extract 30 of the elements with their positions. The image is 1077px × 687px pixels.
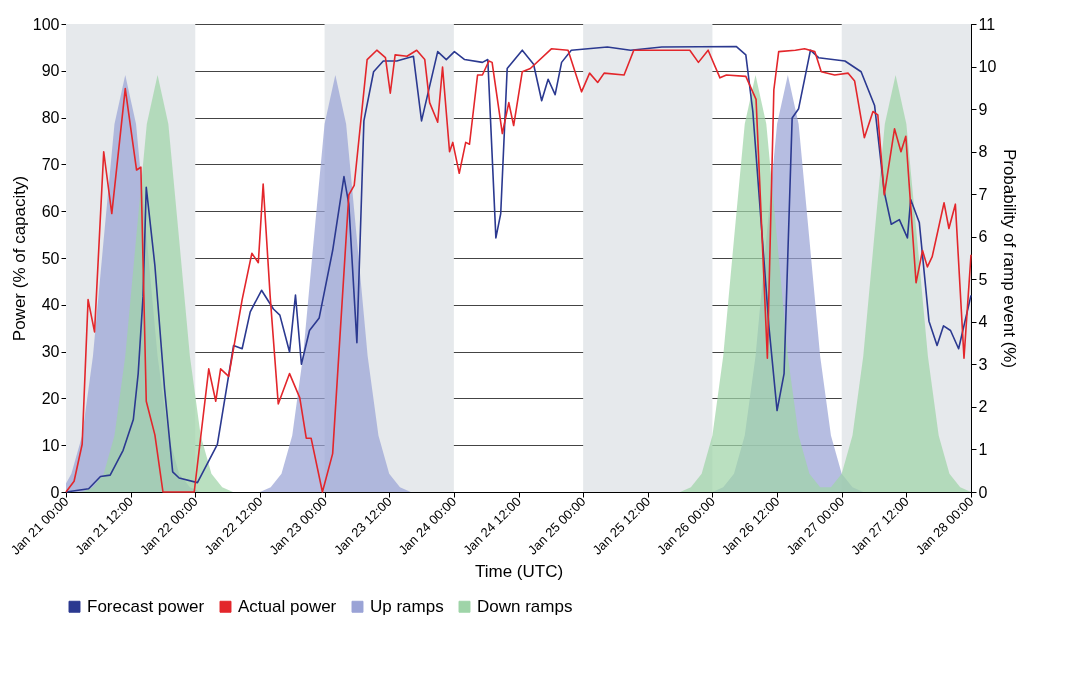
y-tick-label: 60 [41,202,60,220]
y2-tick-label: 1 [978,440,988,458]
x-axis-title: Time (UTC) [474,561,564,581]
y2-tick-label: 3 [978,355,988,373]
legend-label: Actual power [238,596,337,616]
legend-label: Up ramps [370,596,444,616]
y-tick-label: 0 [50,483,60,501]
y-tick-label: 90 [41,62,60,80]
y2-tick-label: 9 [978,100,988,118]
y2-tick-label: 4 [978,313,988,331]
y2-tick-label: 5 [978,270,988,288]
y-tick-label: 50 [41,249,60,267]
y-tick-label: 10 [41,436,60,454]
legend-label: Forecast power [87,596,205,616]
y-tick-label: 80 [41,109,60,127]
y2-tick-label: 8 [978,143,988,161]
y2-axis-title: Probability of ramp event (%) [1000,148,1020,369]
y2-tick-label: 6 [978,228,988,246]
y-tick-label: 30 [41,343,60,361]
y-tick-label: 40 [41,296,60,314]
y2-tick-label: 10 [978,58,997,76]
y-tick-label: 70 [41,155,60,173]
y2-tick-label: 0 [978,483,988,501]
y-tick-label: 100 [32,15,60,33]
y2-tick-label: 7 [978,185,988,203]
y-tick-label: 20 [41,389,60,407]
y2-tick-label: 11 [978,15,996,33]
y2-tick-label: 2 [978,398,988,416]
y-axis-title: Power (% of capacity) [9,175,29,342]
legend-label: Down ramps [477,596,573,616]
